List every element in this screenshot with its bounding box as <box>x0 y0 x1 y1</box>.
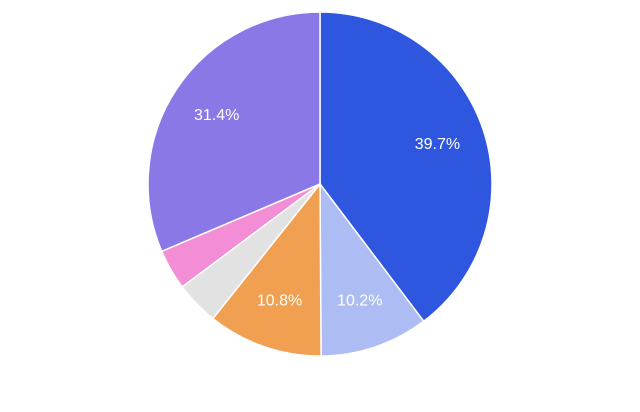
data-label: 39.7% <box>415 136 460 153</box>
pie-slice <box>319 11 493 323</box>
data-label: 10.2% <box>337 293 382 310</box>
pie-slice <box>319 181 425 357</box>
pie-slice <box>211 181 322 357</box>
data-label: 31.4% <box>194 107 239 124</box>
data-label: 10.8% <box>257 292 302 309</box>
pie-slice <box>147 11 321 253</box>
